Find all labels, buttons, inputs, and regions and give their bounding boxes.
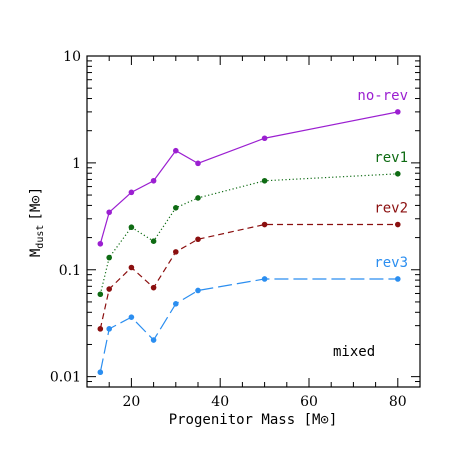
data-point-rev2 <box>150 284 157 291</box>
axis-ticks <box>86 55 421 388</box>
series-label-rev1: rev1 <box>374 150 408 166</box>
data-point-no-rev <box>395 109 401 115</box>
data-point-rev2 <box>128 264 135 271</box>
data-point-rev3 <box>195 287 201 294</box>
y-axis-title-main: M <box>28 249 44 257</box>
data-point-rev2 <box>173 249 179 255</box>
data-point-no-rev <box>150 177 157 184</box>
svg-text:Mdust[M⊙]: Mdust [M⊙] <box>28 187 46 257</box>
series-label-rev2: rev2 <box>374 201 408 217</box>
y-tick-label: 0.01 <box>50 370 81 386</box>
tick-labels: 20 40 60 80 0.01 0.1 1 10 <box>50 49 407 410</box>
data-point-rev2 <box>195 236 201 243</box>
y-axis-title: Mdust [M⊙] <box>28 187 46 257</box>
y-tick-label: 0.1 <box>59 263 81 279</box>
data-point-rev3 <box>261 276 268 282</box>
y-axis-title-sub: dust <box>35 225 46 249</box>
y-tick-label: 1 <box>72 156 81 172</box>
data-point-rev2 <box>395 221 401 228</box>
data-point-no-rev <box>106 209 112 216</box>
data-point-rev2 <box>97 326 104 332</box>
series-line-no-rev <box>99 111 398 244</box>
data-point-rev1 <box>395 171 401 177</box>
x-axis-title: Progenitor Mass [M⊙] <box>169 412 338 428</box>
data-point-rev3 <box>106 326 112 332</box>
data-point-rev3 <box>97 369 104 376</box>
data-point-no-rev <box>97 240 104 247</box>
data-point-rev1 <box>195 195 201 201</box>
data-point-rev1 <box>97 291 104 298</box>
data-point-rev2 <box>261 221 268 228</box>
x-tick-label: 20 <box>122 394 140 410</box>
annotation-mixed: mixed <box>333 344 375 360</box>
data-point-rev1 <box>261 177 268 184</box>
y-axis-title-unit: [M⊙] <box>28 187 44 221</box>
y-tick-label: 10 <box>63 49 81 65</box>
x-tick-label: 60 <box>300 394 318 410</box>
series-line-rev3 <box>99 278 398 373</box>
series-label-rev3: rev3 <box>374 255 408 271</box>
plot-frame <box>86 55 421 388</box>
data-point-rev3 <box>173 301 179 307</box>
series-line-rev1 <box>99 173 398 295</box>
data-point-rev2 <box>106 286 112 292</box>
data-point-rev1 <box>150 238 157 245</box>
series-line-rev2 <box>99 223 398 329</box>
data-point-rev3 <box>395 276 401 282</box>
series-group: no-rev rev1 rev2 rev3 <box>97 88 408 376</box>
x-tick-label: 80 <box>389 394 407 410</box>
data-point-rev3 <box>128 314 135 320</box>
data-point-rev1 <box>173 204 179 211</box>
data-point-rev3 <box>150 337 157 343</box>
series-label-no-rev: no-rev <box>357 88 408 104</box>
data-point-rev1 <box>106 254 112 261</box>
x-tick-label: 40 <box>211 394 229 410</box>
data-point-rev1 <box>128 224 135 231</box>
data-point-no-rev <box>261 135 268 142</box>
data-point-no-rev <box>128 189 135 196</box>
data-point-no-rev <box>195 160 201 167</box>
data-point-no-rev <box>173 147 179 154</box>
